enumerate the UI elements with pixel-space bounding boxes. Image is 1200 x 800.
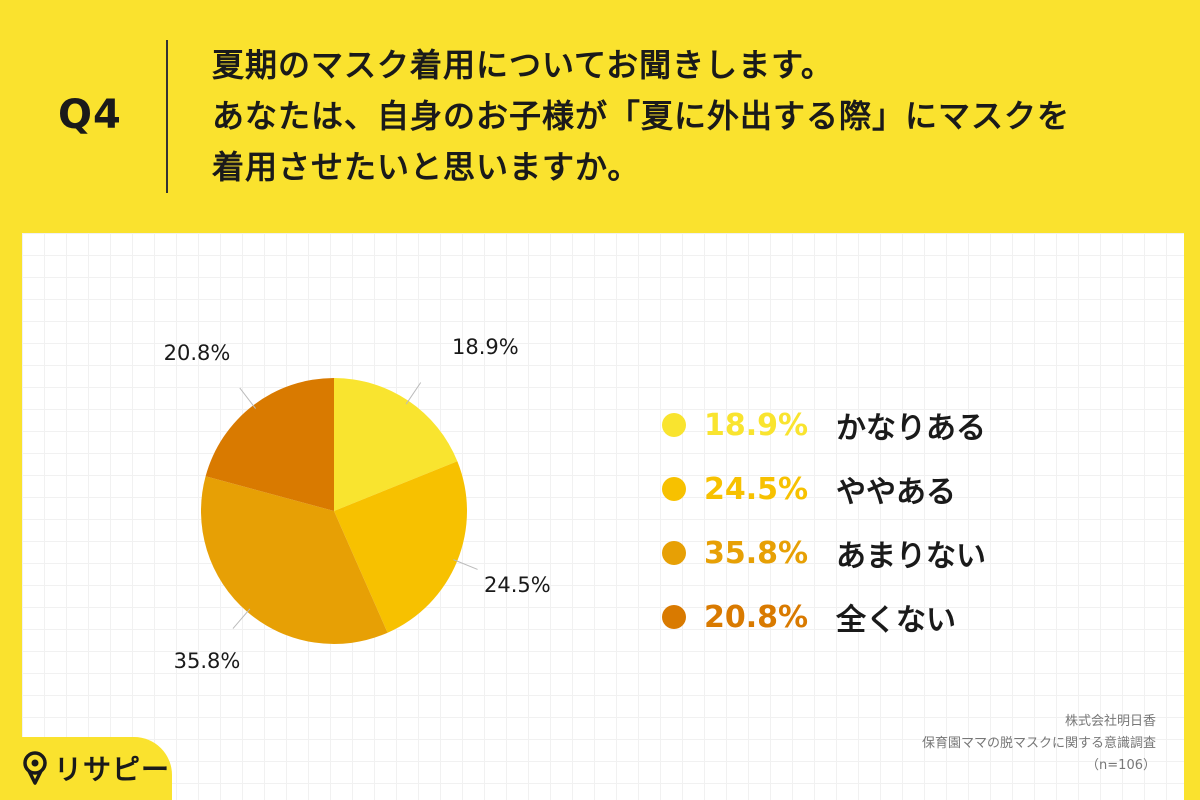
source-note: 株式会社明日香 保育園ママの脱マスクに関する意識調査 （n=106）	[922, 711, 1156, 777]
question-number: Q4	[58, 92, 122, 138]
pie-slice-2	[334, 461, 468, 633]
data-label-3: 35.8%	[174, 649, 241, 673]
leader-line-2	[453, 559, 478, 570]
source-company: 株式会社明日香	[1064, 714, 1156, 729]
leader-line-4	[239, 387, 256, 409]
leader-line-3	[232, 608, 251, 629]
legend-dot-3	[662, 541, 686, 565]
data-label-2: 24.5%	[484, 573, 551, 597]
question-line-3: 着用させたいと思いますか。	[212, 148, 641, 186]
question-line-2: あなたは、自身のお子様が「夏に外出する際」にマスクを	[212, 97, 1071, 135]
logo-text: リサピー	[54, 753, 171, 786]
brand-logo: リサピー	[22, 748, 170, 788]
pie-slice-4	[205, 378, 334, 511]
legend-pct-1: 18.9%	[704, 407, 809, 443]
pie-chart: 18.9% 24.5% 35.8% 20.8%	[164, 335, 551, 673]
legend-label-3: あまりない	[836, 539, 986, 574]
question-text: 夏期のマスク着用についてお聞きします。 あなたは、自身のお子様が「夏に外出する際…	[212, 40, 1070, 193]
legend-label-1: かなりある	[836, 411, 986, 446]
legend: 18.9% かなりある 24.5% ややある 35.8% あまりない 20.8%…	[662, 393, 986, 649]
legend-dot-4	[662, 605, 686, 629]
map-pin-icon	[23, 751, 47, 785]
data-label-4: 20.8%	[164, 341, 231, 365]
legend-pct-4: 20.8%	[704, 599, 809, 635]
pie-slice-3	[201, 476, 388, 644]
source-survey: 保育園ママの脱マスクに関する意識調査	[921, 736, 1156, 751]
leader-line-1	[405, 382, 422, 405]
legend-item-1: 18.9% かなりある	[662, 393, 986, 457]
legend-item-3: 35.8% あまりない	[662, 521, 986, 585]
question-line-1: 夏期のマスク着用についてお聞きします。	[212, 46, 834, 84]
legend-dot-2	[662, 477, 686, 501]
pie-slice-1	[334, 378, 458, 511]
legend-pct-2: 24.5%	[704, 471, 809, 507]
source-sample: （n=106）	[1086, 758, 1156, 773]
chart-panel: 18.9% 24.5% 35.8% 20.8% 18.9% かなりある 24.5% や…	[22, 233, 1184, 800]
legend-label-4: 全くない	[836, 603, 956, 638]
legend-dot-1	[662, 413, 686, 437]
legend-pct-3: 35.8%	[704, 535, 809, 571]
header-divider	[166, 40, 168, 193]
legend-item-4: 20.8% 全くない	[662, 585, 986, 649]
legend-label-2: ややある	[836, 475, 956, 510]
data-label-1: 18.9%	[452, 335, 519, 359]
legend-item-2: 24.5% ややある	[662, 457, 986, 521]
